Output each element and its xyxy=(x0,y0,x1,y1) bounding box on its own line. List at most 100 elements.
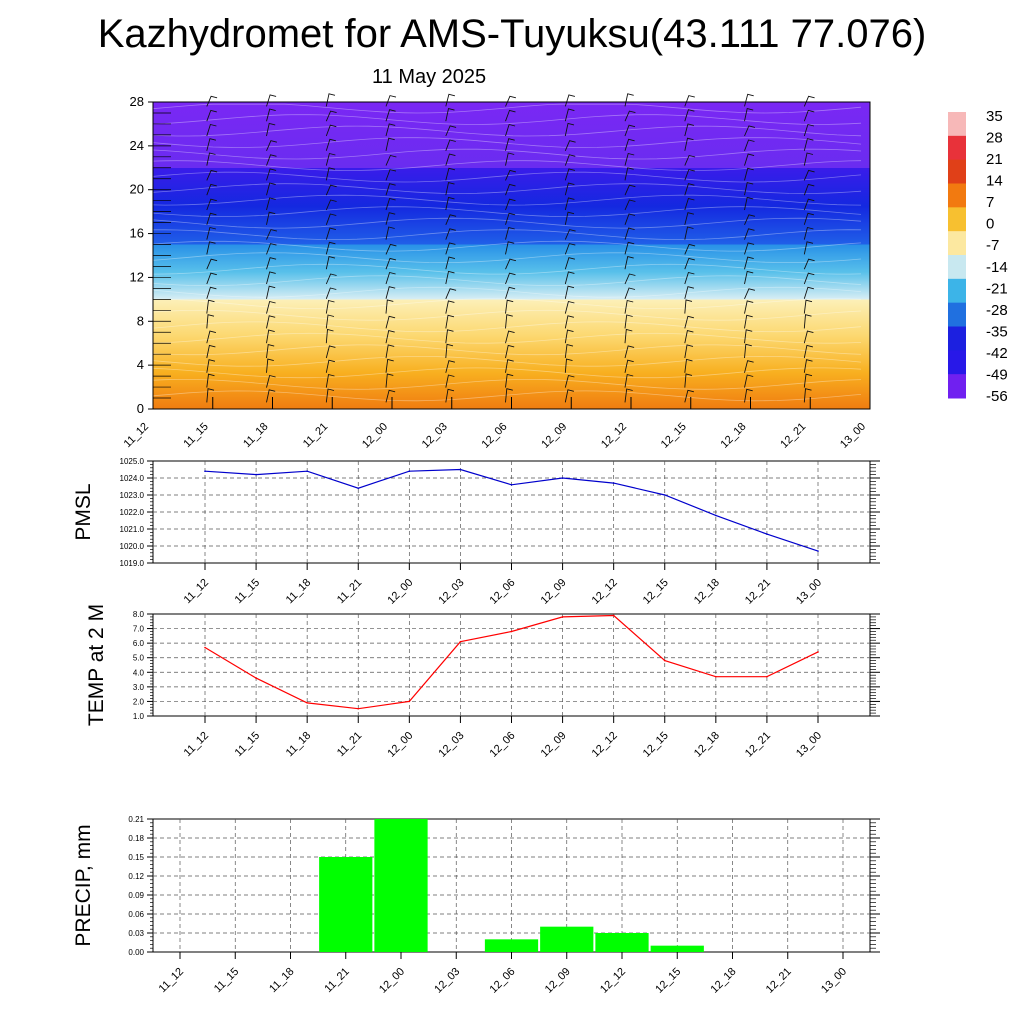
wind-barb xyxy=(505,359,514,373)
wind-barb xyxy=(505,272,516,285)
wind-barb xyxy=(505,226,515,240)
x-tick-label: 12_12 xyxy=(590,730,620,760)
wind-barb xyxy=(684,271,695,285)
wind-barb xyxy=(385,109,396,122)
wind-barb xyxy=(206,212,217,225)
x-tick-label: 12_06 xyxy=(488,730,518,760)
wind-barb xyxy=(684,389,695,403)
y-tick-label: 4 xyxy=(137,357,144,372)
wind-barb xyxy=(624,199,636,211)
colorbar-swatch xyxy=(948,231,966,256)
wind-barb xyxy=(266,122,276,137)
x-tick-label: 12_15 xyxy=(653,966,683,996)
wind-barb xyxy=(505,198,516,211)
colorbar-swatch xyxy=(948,135,966,161)
wind-barb xyxy=(266,108,276,122)
wind-barb xyxy=(266,300,276,314)
wind-barb xyxy=(803,344,814,359)
wind-barb xyxy=(744,167,754,181)
y-tick-label: 0.21 xyxy=(128,815,144,824)
wind-barb xyxy=(266,344,275,359)
x-tick-label: 12_21 xyxy=(778,421,808,451)
wind-barb xyxy=(564,122,575,137)
data-point xyxy=(510,484,513,486)
wind-barb xyxy=(206,123,217,137)
y-tick-label: 8 xyxy=(137,313,144,328)
x-tick-label: 11_15 xyxy=(212,966,242,996)
wind-barb xyxy=(624,299,634,314)
x-tick-label: 12_03 xyxy=(420,421,450,451)
wind-barb xyxy=(445,329,454,344)
y-tick-label: 5.0 xyxy=(133,654,145,663)
wind-barb xyxy=(385,154,397,166)
y-tick-label: 1024.0 xyxy=(120,474,145,483)
wind-barb xyxy=(206,388,215,403)
wind-barb xyxy=(266,315,276,329)
y-tick-label: 0.18 xyxy=(128,834,144,843)
data-point xyxy=(408,700,411,703)
y-tick-label: 28 xyxy=(130,94,144,109)
wind-barb xyxy=(564,257,576,270)
page-subtitle: 11 May 2025 xyxy=(372,66,487,88)
wind-barb xyxy=(624,241,635,255)
x-tick-label: 12_21 xyxy=(743,730,773,760)
wind-barb xyxy=(325,167,336,181)
wind-barb xyxy=(624,287,636,299)
wind-barb xyxy=(325,227,337,240)
data-point xyxy=(306,702,308,704)
wind-barb xyxy=(385,358,394,373)
colorbar-swatch xyxy=(948,350,966,375)
wind-barb xyxy=(505,330,515,344)
wind-barb xyxy=(744,196,754,211)
wind-barb xyxy=(505,123,516,137)
wind-barb xyxy=(325,359,336,373)
bar xyxy=(319,857,373,952)
wind-barb xyxy=(744,360,754,373)
wind-barb xyxy=(206,373,215,388)
colorbar-label: -28 xyxy=(986,302,1008,319)
wind-barb xyxy=(564,140,576,151)
wind-barb xyxy=(744,270,754,285)
wind-barb xyxy=(744,314,753,329)
colorbar-swatch xyxy=(948,302,966,327)
x-tick-label: 12_00 xyxy=(385,577,415,607)
contour-line xyxy=(152,114,862,125)
wind-barb xyxy=(564,211,575,225)
bar xyxy=(374,819,428,952)
wind-barb xyxy=(445,108,455,122)
y-tick-label: 7.0 xyxy=(133,625,145,634)
colorbar-label: 7 xyxy=(986,194,994,211)
data-point xyxy=(715,514,717,517)
wind-barb xyxy=(744,374,754,388)
wind-barb xyxy=(803,152,814,166)
x-tick-label: 12_15 xyxy=(641,577,671,607)
wind-barb xyxy=(803,258,815,270)
contour-line xyxy=(152,252,862,264)
wind-barb xyxy=(266,229,278,240)
wind-barb xyxy=(266,211,276,225)
contour-line xyxy=(152,206,862,218)
wind-barb xyxy=(266,257,277,270)
wind-barb xyxy=(564,197,575,211)
wind-barb xyxy=(684,137,694,151)
wind-barb xyxy=(206,330,217,344)
contour-line xyxy=(152,160,862,171)
x-tick-label: 11_12 xyxy=(122,421,152,451)
y-tick-label: 8.0 xyxy=(133,610,145,619)
colorbar-swatch xyxy=(948,112,966,137)
wind-barb xyxy=(325,241,336,255)
wind-barb xyxy=(206,359,216,373)
contour-line xyxy=(152,367,862,379)
wind-barb xyxy=(206,152,216,166)
wind-barb xyxy=(445,360,456,373)
wind-barb xyxy=(385,183,396,196)
contour-line xyxy=(152,344,862,356)
wind-barb xyxy=(445,270,455,285)
y-tick-label: 0.03 xyxy=(128,929,144,938)
x-tick-label: 11_15 xyxy=(181,421,211,451)
wind-barb xyxy=(445,139,456,151)
wind-barb xyxy=(624,256,634,270)
wind-barb xyxy=(564,168,576,181)
wind-barb xyxy=(744,242,755,255)
y-axis-label: TEMP at 2 M xyxy=(85,604,108,726)
